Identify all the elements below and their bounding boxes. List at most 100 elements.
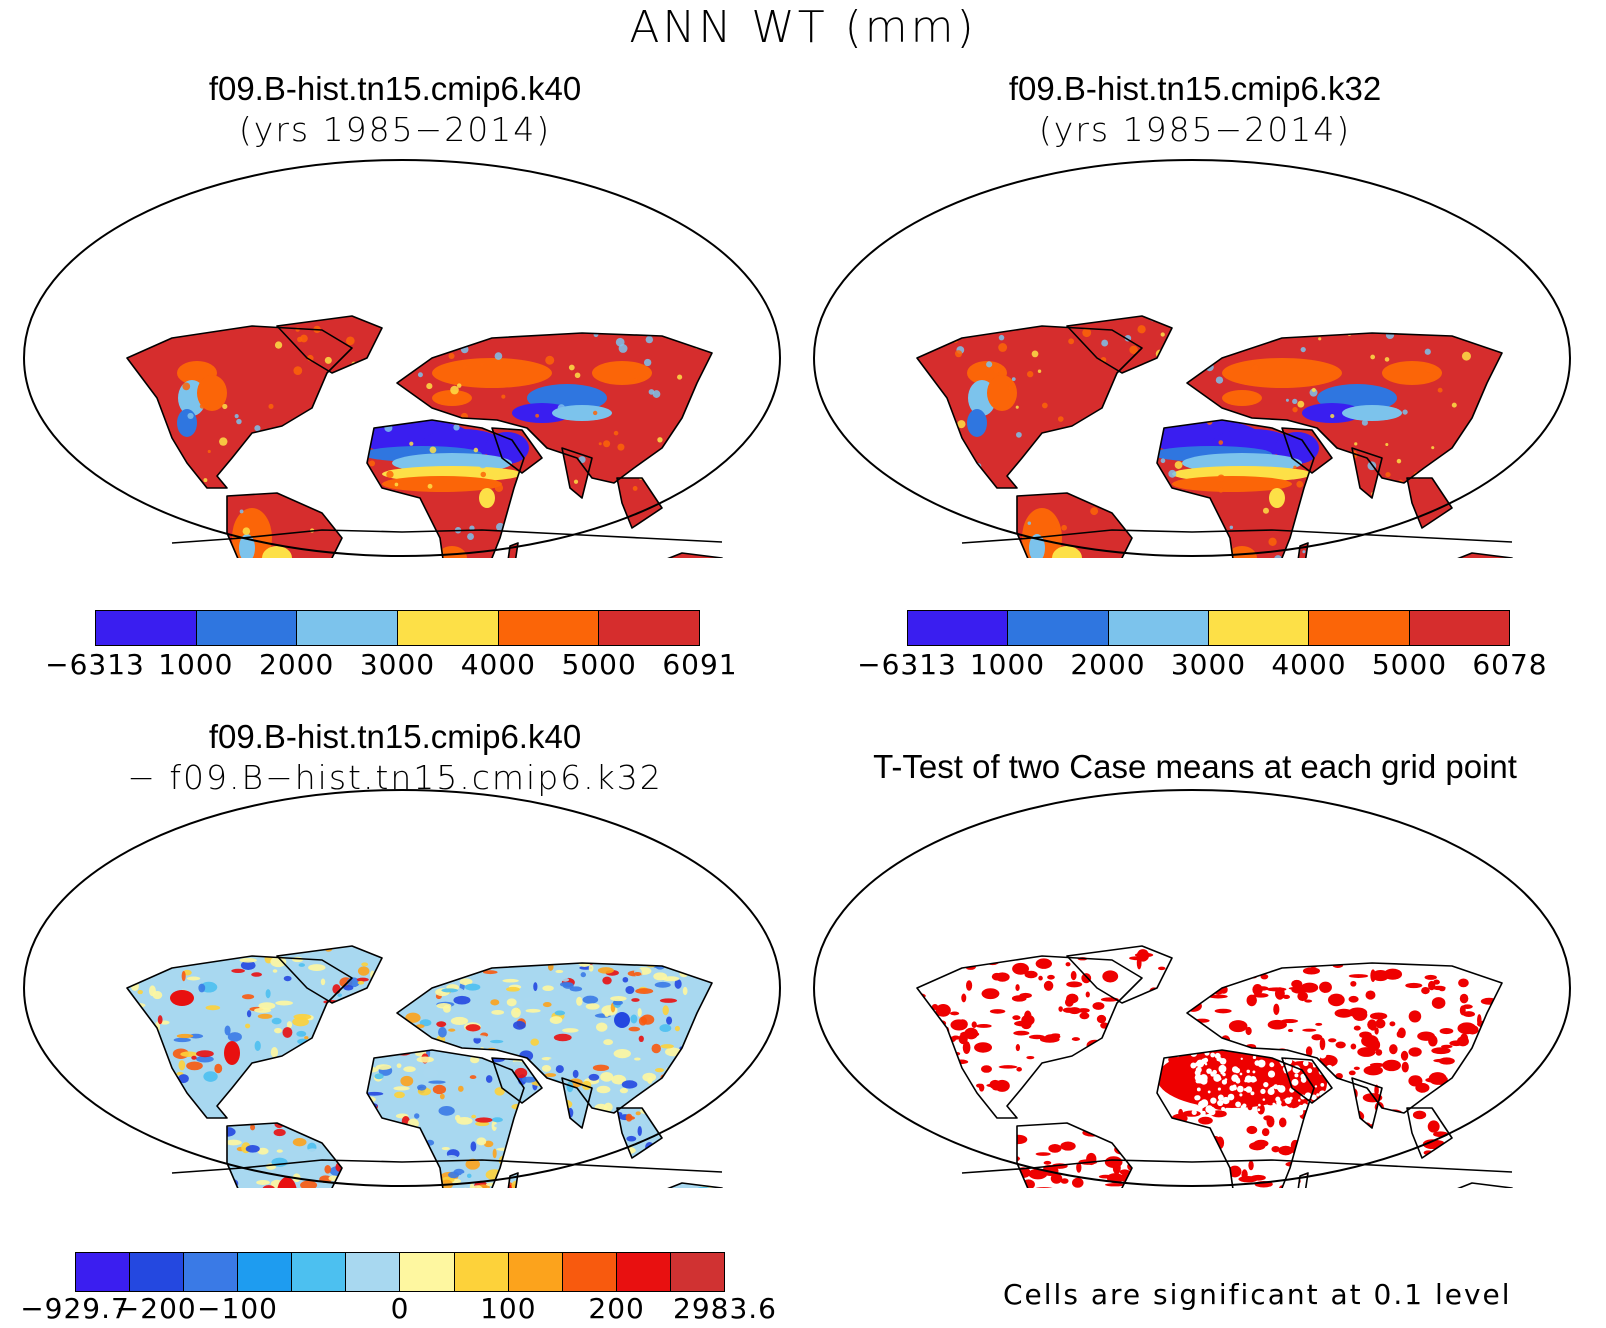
significant-cell (1375, 1019, 1385, 1029)
field-speckle (600, 996, 612, 1003)
nonsignificant-cell (1225, 1078, 1228, 1081)
significant-cell (956, 1116, 962, 1126)
field-speckle (304, 1036, 308, 1039)
field-speckle (958, 528, 961, 531)
field-speckle (636, 1111, 641, 1115)
field-speckle (284, 1081, 296, 1089)
significant-cell (1082, 1129, 1102, 1137)
field-speckle (1118, 485, 1123, 490)
significant-cell (1396, 1183, 1411, 1188)
significant-cell (1361, 1035, 1378, 1047)
colorbar-swatch (197, 611, 298, 645)
field-speckle (336, 1022, 351, 1029)
field-speckle (198, 984, 205, 993)
significant-cell (1531, 1122, 1543, 1134)
field-speckle (492, 1117, 503, 1122)
significant-cell (1448, 1181, 1461, 1185)
field-speckle (666, 452, 671, 457)
field-speckle (254, 1065, 260, 1072)
field-speckle (562, 1028, 578, 1033)
field-speckle (438, 1027, 447, 1038)
nonsignificant-cell (1237, 1108, 1240, 1111)
colorbar-tick-label: −929.7 (20, 1292, 130, 1325)
significant-cell (930, 969, 935, 978)
field-speckle (219, 437, 227, 445)
colorbar-tick-label: 5000 (562, 648, 637, 681)
field-speckle (562, 978, 569, 982)
field-speckle (635, 988, 653, 994)
significant-cell (1349, 996, 1359, 1003)
colorbar-swatch (292, 1253, 346, 1291)
field-speckle (937, 540, 941, 544)
field-speckle (1370, 556, 1377, 558)
significant-cell (1176, 1002, 1186, 1010)
significant-cell (910, 1181, 924, 1187)
field-speckle (350, 1173, 363, 1184)
significant-cell (1178, 1074, 1197, 1085)
significant-cell (1351, 1148, 1364, 1151)
nonsignificant-cell (1218, 1065, 1226, 1073)
significant-cell (1199, 1147, 1217, 1150)
field-speckle (1161, 332, 1165, 336)
significant-cell (1167, 1127, 1175, 1136)
significant-cell (1421, 987, 1430, 994)
significant-cell (1350, 981, 1356, 987)
significant-cell (1119, 1138, 1134, 1151)
field-speckle (507, 998, 517, 1006)
field-speckle (623, 977, 629, 983)
field-speckle (715, 974, 719, 977)
field-base (812, 788, 1572, 1188)
colorbar-tick-label: −100 (197, 1292, 278, 1325)
significant-cell (1021, 1015, 1034, 1026)
field-speckle (182, 971, 186, 981)
field-speckle (423, 1068, 438, 1078)
significant-cell (1398, 1028, 1406, 1039)
significant-cell (1160, 1150, 1177, 1157)
field-speckle (348, 1128, 365, 1137)
field-speckle (515, 1128, 529, 1134)
colorbar-swatch (617, 1253, 671, 1291)
field-speckle (720, 1004, 724, 1008)
field-speckle (311, 1105, 321, 1113)
significant-cell (1198, 1117, 1213, 1125)
field-speckle (666, 1016, 672, 1024)
field-speckle (1218, 440, 1223, 445)
field-speckle (392, 1131, 402, 1140)
nonsignificant-cell (1237, 1086, 1244, 1093)
field-speckle (593, 1167, 609, 1170)
field-speckle (1516, 527, 1521, 532)
significant-cell (1102, 970, 1118, 982)
field-speckle (364, 1123, 376, 1133)
field-speckle (555, 970, 563, 973)
field-speckle (680, 530, 685, 535)
field-speckle (330, 1031, 342, 1041)
significant-cell (1303, 967, 1320, 974)
field-speckle (1161, 316, 1168, 323)
field-speckle (729, 1119, 745, 1127)
field-speckle (254, 1065, 260, 1069)
significant-cell (1247, 1103, 1252, 1110)
significant-cell (952, 1164, 971, 1170)
field-speckle (185, 1130, 189, 1138)
significant-cell (1354, 1067, 1360, 1070)
field-speckle (186, 1061, 203, 1070)
field-speckle (187, 977, 200, 981)
field-speckle (1159, 417, 1164, 422)
significant-cell (992, 973, 1002, 981)
colorbar-swatch (1008, 611, 1108, 645)
field-speckle (117, 1100, 134, 1104)
field-speckle (239, 958, 256, 963)
field-speckle (1217, 474, 1224, 481)
nonsignificant-cell (1231, 1074, 1238, 1081)
field-speckle (713, 544, 718, 549)
field-speckle (520, 1119, 529, 1124)
field-speckle (705, 334, 710, 339)
significant-cell (1510, 997, 1529, 1001)
field-speckle (182, 383, 190, 391)
significant-cell (1354, 1026, 1361, 1031)
significant-cell (1100, 1066, 1115, 1073)
colorbar-tick-label: 100 (480, 1292, 536, 1325)
field-speckle (436, 1021, 446, 1027)
significant-cell (1051, 1033, 1060, 1036)
